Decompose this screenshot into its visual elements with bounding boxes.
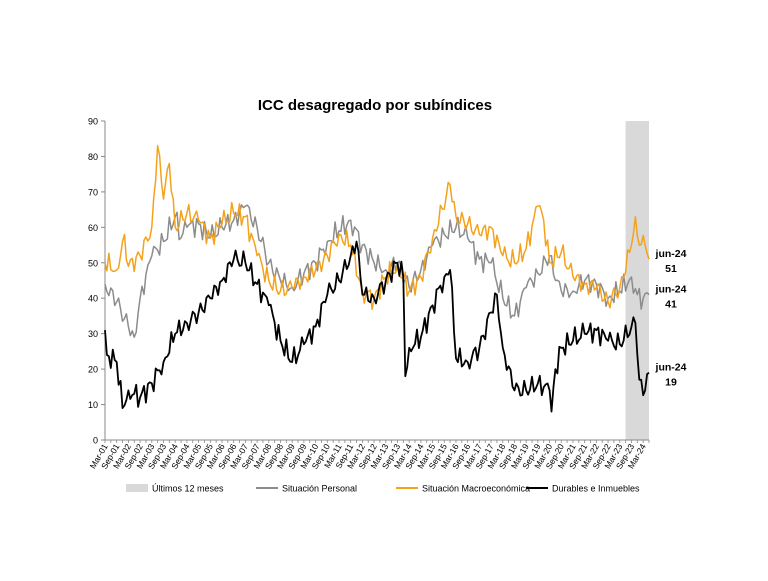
- series-layer: [104, 145, 650, 413]
- series-line-situaci-n-personal: [104, 204, 650, 338]
- end-label-layer: jun-24 41 jun-24 51 jun-24 19: [655, 248, 687, 388]
- end-label-date: jun-24: [655, 248, 687, 260]
- series-line-situaci-n-macroecon-mica: [104, 145, 650, 311]
- legend-label: Situación Macroeconómica: [422, 484, 530, 494]
- chart-title: ICC desagregado por subíndices: [258, 97, 492, 114]
- legend-swatch-area: [126, 484, 148, 492]
- y-tick-label: 40: [88, 294, 98, 304]
- y-tick-label: 80: [88, 152, 98, 162]
- y-tick-label: 90: [88, 117, 98, 127]
- legend-item: Situación Personal: [256, 484, 357, 494]
- end-label-value: 41: [665, 299, 677, 311]
- legend-item: Situación Macroeconómica: [396, 484, 530, 494]
- shaded-period-layer: [625, 121, 649, 440]
- legend: Últimos 12 meses Situación Personal Situac…: [126, 484, 640, 494]
- y-tick-label: 30: [88, 329, 98, 339]
- y-tick-label: 60: [88, 223, 98, 233]
- end-label-date: jun-24: [655, 284, 687, 296]
- y-tick-label: 10: [88, 400, 98, 410]
- legend-label: Situación Personal: [282, 484, 357, 494]
- y-tick-label: 0: [93, 436, 98, 446]
- end-label-date: jun-24: [655, 362, 687, 374]
- axis-layer: 0102030405060708090Mar-01Sep-01Mar-02Sep…: [88, 117, 650, 471]
- legend-item: Últimos 12 meses: [126, 484, 224, 494]
- end-label-value: 51: [665, 263, 677, 275]
- y-tick-label: 50: [88, 258, 98, 268]
- shaded-period-band: [625, 121, 649, 440]
- legend-item: Durables e Inmuebles: [526, 484, 640, 494]
- end-label-value: 19: [665, 377, 677, 389]
- legend-label: Durables e Inmuebles: [552, 484, 640, 494]
- series-line-durables-e-inmuebles: [104, 240, 650, 413]
- legend-label: Últimos 12 meses: [152, 484, 224, 494]
- y-tick-label: 70: [88, 187, 98, 197]
- y-tick-label: 20: [88, 365, 98, 375]
